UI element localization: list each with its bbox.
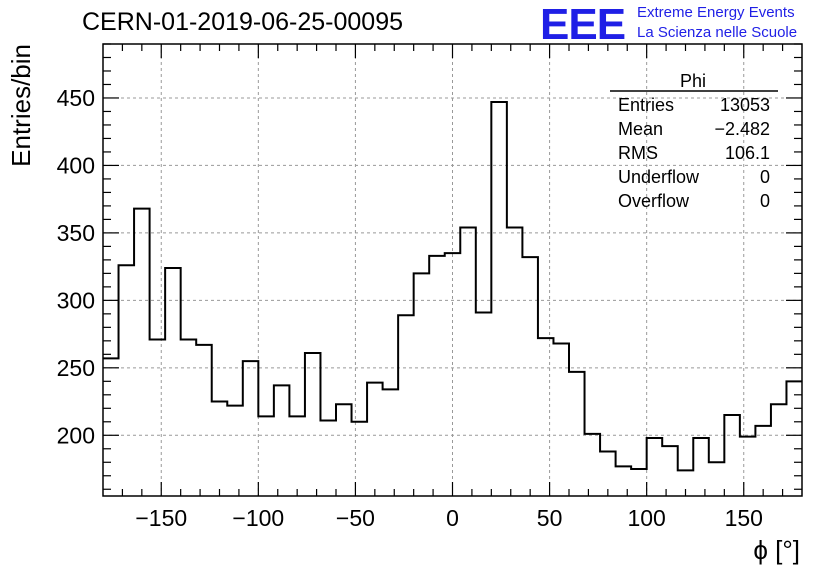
y-tick-label: 300: [57, 287, 95, 313]
x-tick-label: 150: [725, 505, 763, 531]
x-tick-label: −50: [336, 505, 375, 531]
x-tick-label: 100: [627, 505, 665, 531]
axis-labels: −150 −100 −50 0 50 100 150 200 250 300 350 400 450: [57, 85, 763, 531]
stats-label: Overflow: [618, 191, 690, 211]
y-tick-label: 250: [57, 355, 95, 381]
stats-label: Mean: [618, 119, 663, 139]
stats-label: Entries: [618, 95, 674, 115]
y-tick-label: 200: [57, 422, 95, 448]
axis-ticks: [103, 43, 802, 496]
x-tick-label: 50: [537, 505, 563, 531]
eee-tagline-2: La Scienza nelle Scuole: [637, 24, 798, 41]
stats-value: 0: [760, 191, 770, 211]
y-tick-label: 450: [57, 85, 95, 111]
grid-lines: [103, 44, 802, 496]
stats-value: 0: [760, 167, 770, 187]
x-tick-label: −150: [135, 505, 187, 531]
y-tick-label: 350: [57, 220, 95, 246]
stats-value: 106.1: [725, 143, 770, 163]
y-tick-label: 400: [57, 152, 95, 178]
x-tick-label: −100: [232, 505, 284, 531]
stats-title: Phi: [680, 71, 706, 91]
stats-value: −2.482: [714, 119, 770, 139]
y-axis-label: Entries/bin: [6, 44, 36, 167]
chart-title: CERN-01-2019-06-25-00095: [82, 8, 404, 36]
stats-label: RMS: [618, 143, 658, 163]
stats-value: 13053: [720, 95, 770, 115]
histogram-line: [103, 101, 802, 472]
eee-logo: EEE: [540, 0, 626, 49]
stats-box: Phi Entries 13053 Mean −2.482 RMS 106.1 Underf…: [610, 71, 778, 211]
x-tick-label: 0: [446, 505, 459, 531]
eee-tagline-1: Extreme Energy Events: [637, 4, 795, 21]
stats-label: Underflow: [618, 167, 700, 187]
x-axis-label: ϕ [°]: [753, 535, 800, 565]
